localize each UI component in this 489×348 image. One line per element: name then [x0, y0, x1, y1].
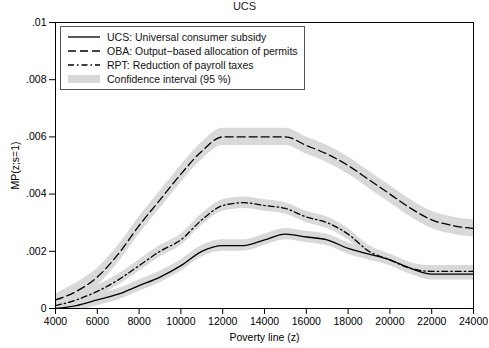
svg-text:12000: 12000 [208, 315, 237, 327]
html-text:Confidence interval (95 %): Confidence interval (95 %) [107, 73, 231, 85]
svg-text:Poverty line (z): Poverty line (z) [229, 331, 299, 343]
svg-text:24000: 24000 [459, 315, 488, 327]
html-text:UCS: UCS [232, 0, 257, 12]
svg-text:20000: 20000 [375, 315, 404, 327]
svg-text:4000: 4000 [44, 315, 68, 327]
svg-text:.006: .006 [26, 130, 47, 142]
html-text:UCS: Universal consumer subsid: UCS: Universal consumer subsidy [107, 31, 267, 43]
svg-text:18000: 18000 [333, 315, 362, 327]
svg-text:.004: .004 [26, 187, 47, 199]
svg-text:22000: 22000 [417, 315, 446, 327]
svg-text:16000: 16000 [292, 315, 321, 327]
svg-text:MP(z;s=1): MP(z;s=1) [9, 141, 21, 189]
svg-text:14000: 14000 [250, 315, 279, 327]
svg-text:.008: .008 [26, 73, 47, 85]
svg-text:6000: 6000 [86, 315, 110, 327]
svg-text:8000: 8000 [127, 315, 151, 327]
svg-text:10000: 10000 [166, 315, 195, 327]
html-text:OBA: Output−based allocation o: OBA: Output−based allocation of permits [107, 45, 298, 57]
svg-text:0: 0 [41, 302, 47, 314]
html-text:RPT: Reduction of payroll taxe: RPT: Reduction of payroll taxes [107, 59, 254, 71]
svg-text:.002: .002 [26, 245, 47, 257]
svg-text:.01: .01 [32, 16, 47, 28]
